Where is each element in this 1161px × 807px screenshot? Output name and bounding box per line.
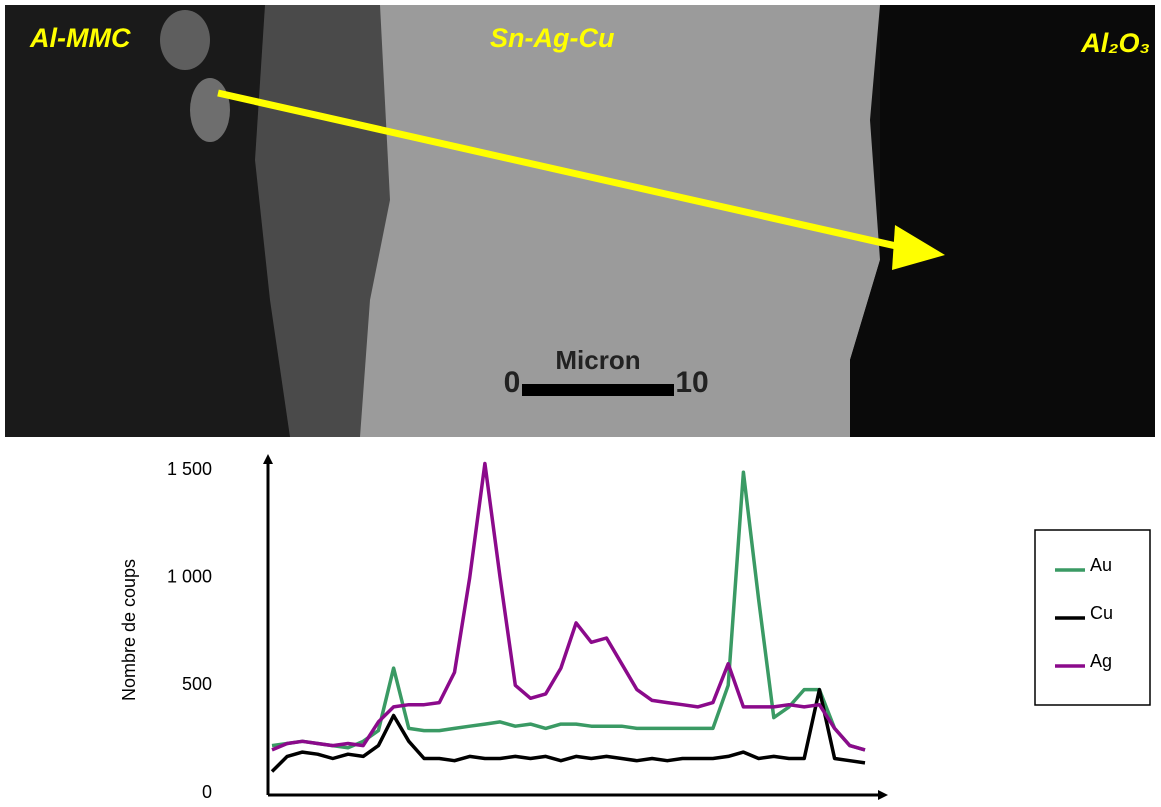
- y-tick-label: 500: [182, 674, 212, 694]
- micrograph: Al-MMC Sn-Ag-Cu Al₂O₃ Micron 0 10: [5, 5, 1155, 437]
- scale-start: 0: [504, 366, 521, 399]
- figure: Al-MMC Sn-Ag-Cu Al₂O₃ Micron 0 10 Nombre…: [0, 0, 1161, 802]
- data-line: [272, 464, 865, 750]
- legend-label: Au: [1090, 555, 1112, 575]
- y-tick-label: 1 000: [167, 566, 212, 586]
- data-line: [272, 690, 865, 772]
- y-tick-label: 0: [202, 782, 212, 802]
- region-label: Sn-Ag-Cu: [490, 23, 615, 53]
- legend-label: Ag: [1090, 651, 1112, 671]
- scale-title: Micron: [555, 345, 640, 375]
- legend-label: Cu: [1090, 603, 1113, 623]
- y-tick-label: 1 500: [167, 459, 212, 479]
- scale-end: 10: [675, 366, 708, 399]
- y-axis-label: Nombre de coups: [119, 559, 139, 701]
- region-label: Al₂O₃: [1080, 28, 1150, 58]
- region-label: Al-MMC: [29, 23, 131, 53]
